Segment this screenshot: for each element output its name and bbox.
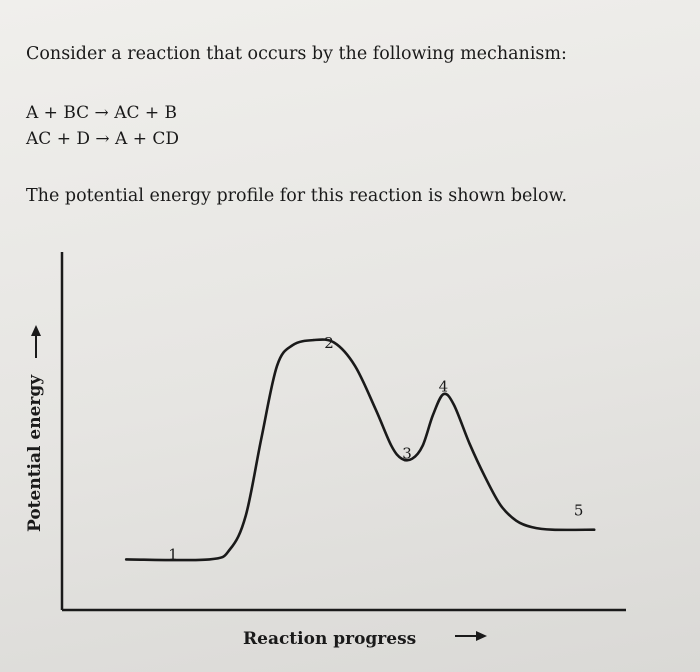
energy-curve-line <box>124 338 596 562</box>
chart-labels: Reaction progress Potential energy 1 2 3 4 5 <box>25 325 583 649</box>
y-axis-arrowhead-icon <box>31 325 41 336</box>
profile-note-text: The potential energy profile for this re… <box>26 186 568 206</box>
point-label-3: 3 <box>402 445 412 463</box>
chart-marks <box>124 338 596 562</box>
point-label-4: 4 <box>439 378 449 396</box>
y-axis-label: Potential energy <box>25 374 45 532</box>
point-label-2: 2 <box>324 334 334 352</box>
mechanism-steps: A + BC → AC + B AC + D → A + CD <box>26 100 179 152</box>
x-axis-label: Reaction progress <box>243 629 416 649</box>
point-label-1: 1 <box>168 545 178 563</box>
mechanism-step-2: AC + D → A + CD <box>26 129 179 149</box>
energy-profile-chart: Reaction progress Potential energy 1 2 3 4 5 <box>25 252 626 649</box>
point-label-5: 5 <box>574 502 584 520</box>
chart-axes <box>60 252 626 612</box>
mechanism-step-1: A + BC → AC + B <box>26 103 178 123</box>
intro-text: Consider a reaction that occurs by the f… <box>26 44 567 64</box>
x-axis-arrowhead-icon <box>476 631 487 641</box>
